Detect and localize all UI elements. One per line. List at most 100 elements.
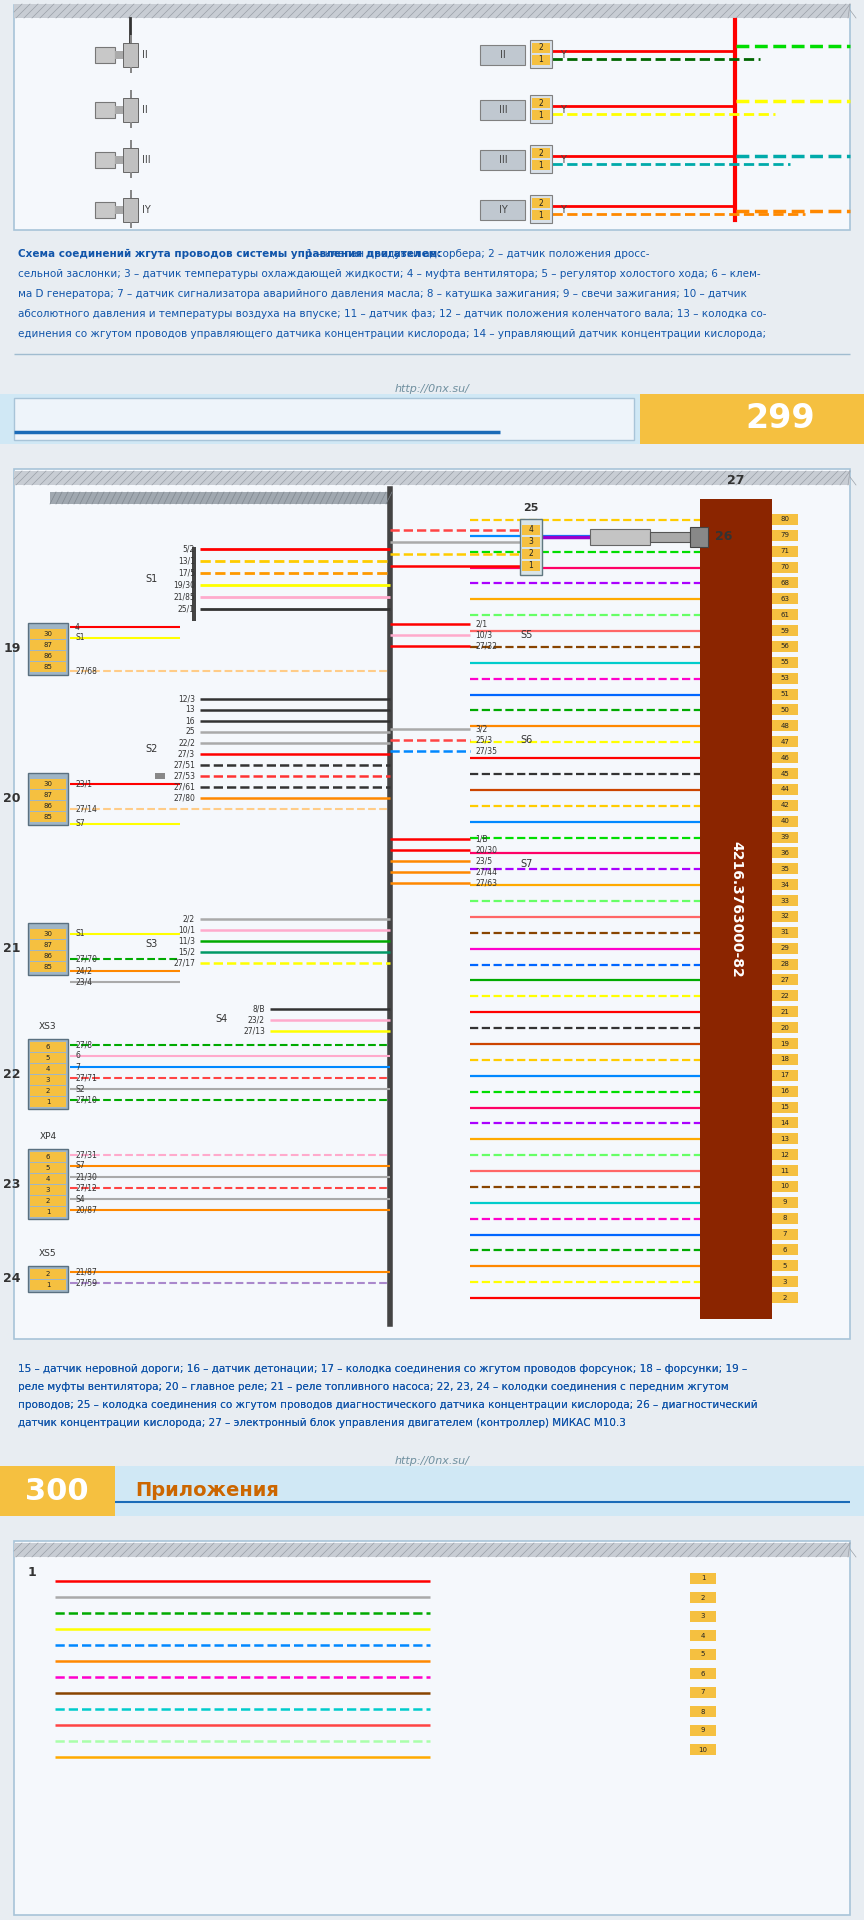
Text: 1: 1: [46, 1283, 50, 1288]
Bar: [130, 223, 132, 228]
Text: S6: S6: [520, 735, 532, 745]
Text: http://0nx.su/: http://0nx.su/: [395, 1455, 469, 1467]
Text: 15/2: 15/2: [178, 947, 195, 956]
Text: 61: 61: [780, 612, 790, 618]
Bar: [772, 864, 798, 874]
Text: 2: 2: [538, 198, 543, 207]
Bar: [30, 1281, 66, 1290]
Text: 5: 5: [783, 1263, 787, 1269]
Text: 19/30: 19/30: [173, 580, 195, 589]
Text: 27/10: 27/10: [75, 1096, 97, 1104]
Bar: [772, 1102, 798, 1112]
Text: 22: 22: [3, 1068, 21, 1081]
Bar: [30, 630, 66, 639]
Bar: [532, 209, 550, 221]
Text: 27/53: 27/53: [173, 772, 195, 781]
Text: 7: 7: [701, 1690, 705, 1695]
Bar: [690, 1649, 716, 1661]
Text: сельной заслонки; 3 – датчик температуры охлаждающей жидкости; 4 – муфта вентиля: сельной заслонки; 3 – датчик температуры…: [18, 269, 760, 278]
Text: 21: 21: [780, 1008, 790, 1016]
Text: 27/59: 27/59: [75, 1279, 97, 1288]
Text: 87: 87: [43, 943, 53, 948]
Text: 27/17: 27/17: [173, 958, 195, 968]
Text: 87: 87: [43, 791, 53, 799]
Text: 27/44: 27/44: [475, 868, 497, 877]
Bar: [30, 1087, 66, 1096]
Bar: [772, 879, 798, 891]
Text: S7: S7: [520, 858, 532, 870]
Bar: [14, 468, 850, 1338]
Bar: [772, 515, 798, 524]
Bar: [532, 109, 550, 119]
Text: 4: 4: [75, 622, 79, 632]
Text: 53: 53: [780, 676, 790, 682]
Bar: [14, 1542, 850, 1914]
Text: 300: 300: [25, 1476, 89, 1505]
Text: единения со жгутом проводов управляющего датчика концентрации кислорода; 14 – уп: единения со жгутом проводов управляющего…: [18, 328, 766, 340]
Text: 21: 21: [3, 943, 21, 956]
Text: 40: 40: [780, 818, 790, 824]
Text: 27/63: 27/63: [475, 879, 497, 887]
Text: 19: 19: [780, 1041, 790, 1046]
Text: 5: 5: [46, 1165, 50, 1171]
Bar: [772, 991, 798, 1002]
Text: III: III: [499, 156, 507, 165]
Text: 1/B: 1/B: [475, 835, 487, 843]
Bar: [480, 44, 525, 65]
Bar: [772, 593, 798, 605]
Text: 2: 2: [46, 1198, 50, 1204]
Bar: [690, 1630, 716, 1642]
Text: 27/3: 27/3: [178, 749, 195, 758]
Bar: [772, 641, 798, 653]
Text: 2: 2: [538, 148, 543, 157]
Text: 6: 6: [783, 1246, 787, 1254]
Bar: [772, 689, 798, 699]
Text: XS5: XS5: [39, 1250, 57, 1258]
Text: проводов; 25 – колодка соединения со жгутом проводов диагностического датчика ко: проводов; 25 – колодка соединения со жгу…: [18, 1400, 758, 1409]
Bar: [130, 123, 132, 129]
Bar: [772, 1277, 798, 1286]
Bar: [772, 735, 798, 747]
Bar: [30, 1096, 66, 1108]
Bar: [130, 140, 132, 148]
Bar: [772, 831, 798, 843]
Text: 7: 7: [783, 1231, 787, 1236]
Text: 70: 70: [780, 564, 790, 570]
Text: 23/5: 23/5: [475, 856, 492, 866]
Bar: [690, 1707, 716, 1716]
Text: 15: 15: [780, 1104, 790, 1110]
Bar: [772, 561, 798, 572]
Text: 2: 2: [46, 1271, 50, 1277]
Bar: [30, 941, 66, 950]
Bar: [772, 672, 798, 684]
Bar: [772, 578, 798, 588]
Bar: [690, 1743, 716, 1755]
Bar: [30, 1164, 66, 1173]
Text: 51: 51: [780, 691, 790, 697]
Text: 80: 80: [780, 516, 790, 522]
Text: 13/1: 13/1: [178, 557, 195, 566]
Bar: [30, 780, 66, 789]
Text: 3: 3: [46, 1077, 50, 1083]
Text: 299: 299: [745, 403, 815, 436]
Text: 12/3: 12/3: [178, 695, 195, 703]
Bar: [530, 40, 552, 67]
Text: 27/32: 27/32: [475, 641, 497, 651]
Bar: [155, 774, 165, 780]
Text: 8/B: 8/B: [252, 1004, 265, 1014]
Bar: [772, 1244, 798, 1256]
Text: 39: 39: [780, 833, 790, 841]
Text: 68: 68: [780, 580, 790, 586]
Text: 8: 8: [701, 1709, 705, 1715]
Text: 9: 9: [701, 1728, 705, 1734]
Text: 33: 33: [780, 897, 790, 904]
Text: 27/31: 27/31: [75, 1150, 97, 1160]
Text: 12: 12: [780, 1152, 790, 1158]
Text: 28: 28: [780, 962, 790, 968]
Text: Y: Y: [560, 50, 566, 60]
Text: IY: IY: [499, 205, 507, 215]
Bar: [480, 100, 525, 119]
Bar: [530, 94, 552, 123]
Text: датчик концентрации кислорода; 27 – электронный блок управления двигателем (конт: датчик концентрации кислорода; 27 – элек…: [18, 1419, 626, 1428]
Bar: [30, 929, 66, 939]
